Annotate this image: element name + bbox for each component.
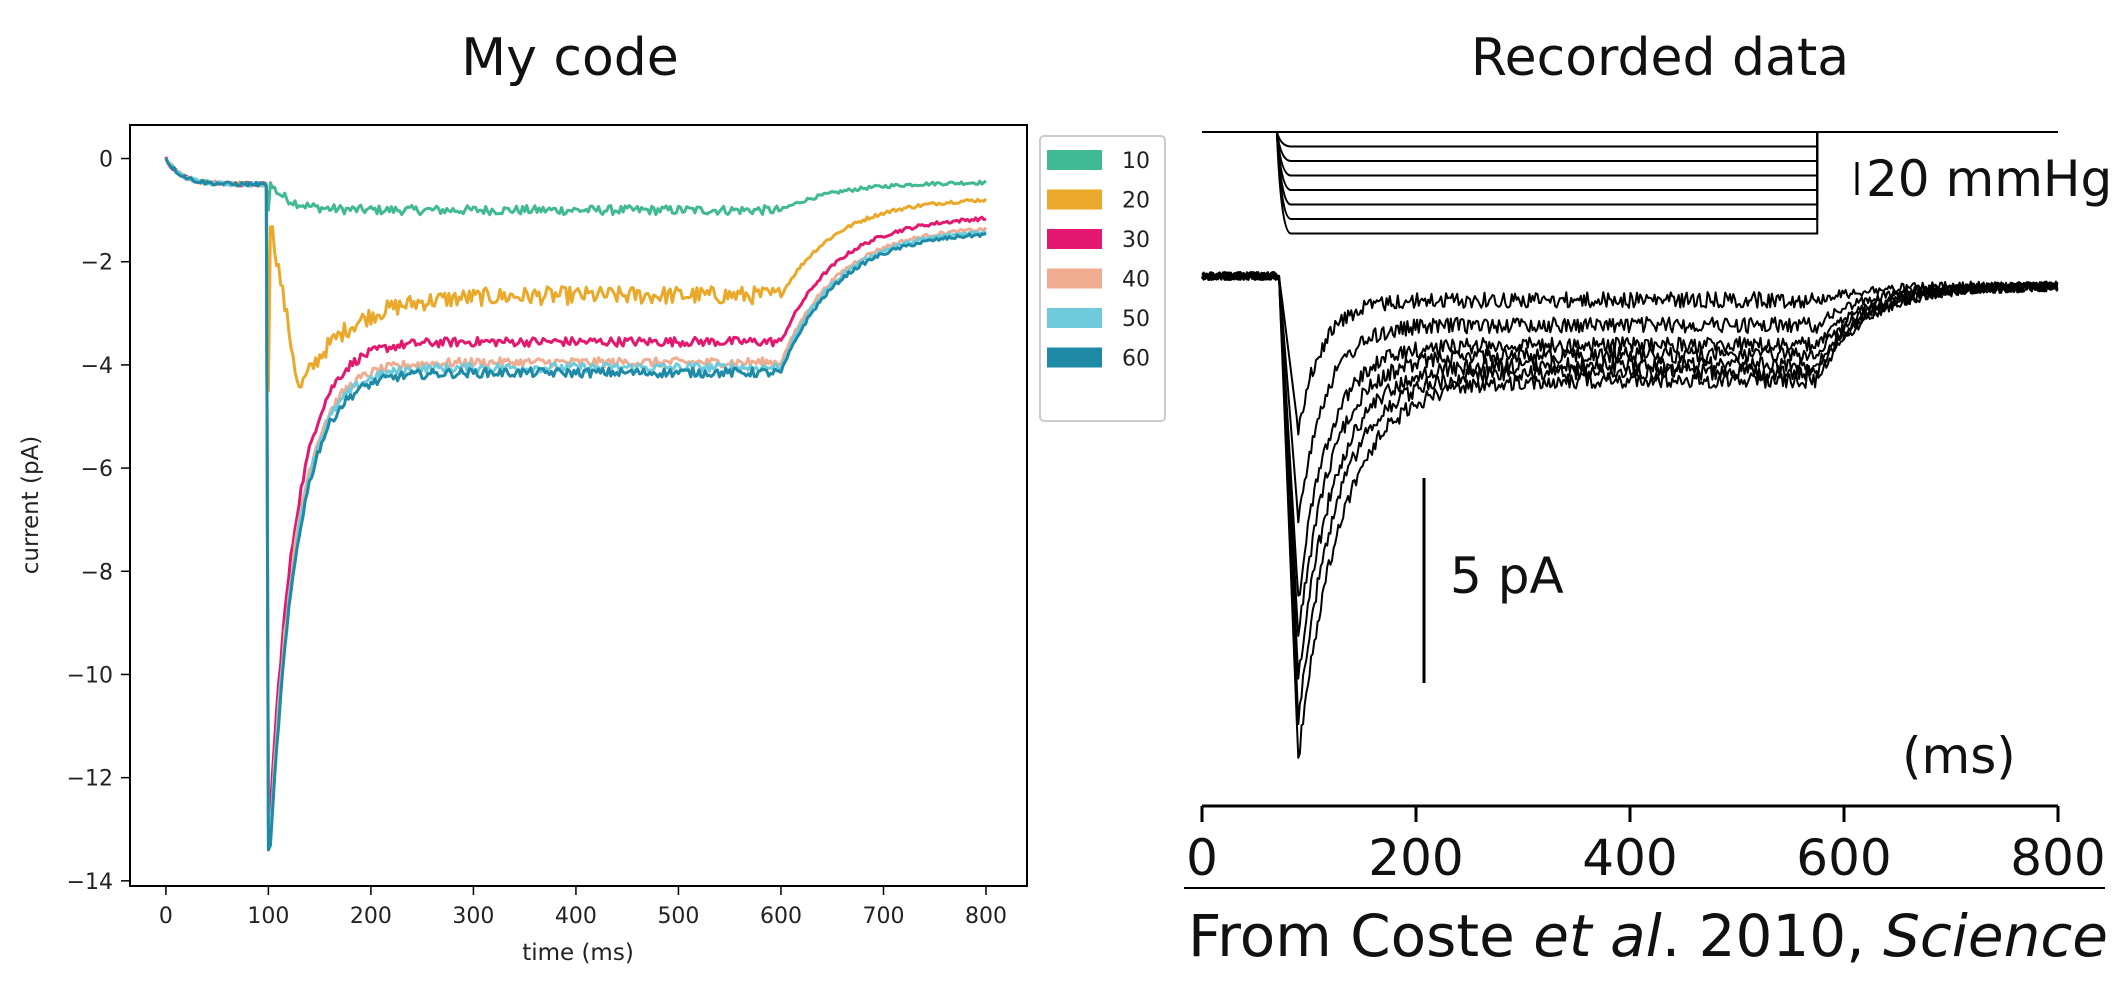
x-axis-label: time (ms) [522,940,634,966]
series-line-20 [164,156,988,393]
recorded-trace [1201,271,2059,759]
legend-swatch-20 [1047,189,1102,210]
source-prefix: From Coste [1188,902,1534,970]
time-tick-label: 200 [1368,829,1463,887]
current-scale-label: 5 pA [1450,547,1564,605]
source-etal: et al [1533,902,1662,970]
stimulus-step [1275,131,1819,235]
legend-label-10: 10 [1122,149,1150,174]
y-axis-label: current (pA) [18,436,44,575]
time-tick-label: 0 [1186,829,1218,887]
time-unit-label: (ms) [1902,727,2016,785]
left-panel-title: My code [461,28,679,88]
y-tick-label: 0 [99,148,113,173]
series-line-10 [164,157,987,217]
legend-swatch-60 [1047,347,1102,368]
recorded-trace [1201,271,2059,680]
recorded-trace [1201,271,2059,436]
y-tick-label: −8 [81,560,113,585]
y-tick-label: −2 [81,251,113,276]
x-tick-label: 700 [862,904,904,929]
y-tick-label: −14 [67,870,113,895]
recorded-trace [1201,271,2059,597]
legend-label-40: 40 [1122,268,1150,293]
legend-swatch-50 [1047,308,1102,328]
x-tick-label: 600 [760,904,802,929]
time-tick-label: 400 [1582,829,1677,887]
y-tick-label: −10 [67,663,113,688]
x-tick-label: 800 [965,904,1007,929]
simulated-current-chart: 0 100 200 300 400 500 600 700 800 0 −2 −4 −6 −8 −10 −12… [18,124,1166,966]
legend-swatch-10 [1047,150,1102,170]
y-tick-label: −6 [81,457,113,482]
stimulus-step [1275,131,1819,206]
x-tick-label: 400 [555,904,597,929]
x-tick-label: 100 [247,904,289,929]
x-tick-label: 500 [657,904,699,929]
legend-label-60: 60 [1122,347,1150,372]
recorded-current-chart: 20 mmHg 5 pA (ms) 0 200 400 600 800 [1184,131,2112,889]
recorded-traces [1201,271,2059,759]
stimulus-step [1275,131,1819,177]
recorded-trace [1201,271,2058,637]
legend-swatch-40 [1047,268,1102,289]
x-tick-label: 0 [159,904,173,929]
x-tick-label: 200 [350,904,392,929]
pressure-stimulus [1202,131,2058,235]
series-line-60 [164,157,987,852]
time-tick-label: 600 [1796,829,1891,887]
source-middle: . 2010, [1661,902,1884,970]
series-line-30 [164,156,987,813]
y-tick-label: −12 [67,767,113,792]
legend-label-50: 50 [1122,307,1150,332]
right-panel-title: Recorded data [1470,28,1850,88]
series-line-50 [164,157,987,842]
legend-label-30: 30 [1122,228,1150,253]
legend-swatch-30 [1047,229,1102,249]
pressure-scale-label: 20 mmHg [1866,150,2112,208]
y-tick-label: −4 [81,354,113,379]
source-journal: Science [1883,902,2108,970]
legend-label-20: 20 [1122,189,1150,214]
recorded-trace [1201,271,2059,524]
x-tick-label: 300 [452,904,494,929]
time-tick-label: 800 [2010,829,2105,887]
source-citation: From Coste et al. 2010, Science [1188,902,2108,970]
legend: 10 20 30 40 50 60 [1039,135,1166,422]
stimulus-step [1275,131,1819,148]
